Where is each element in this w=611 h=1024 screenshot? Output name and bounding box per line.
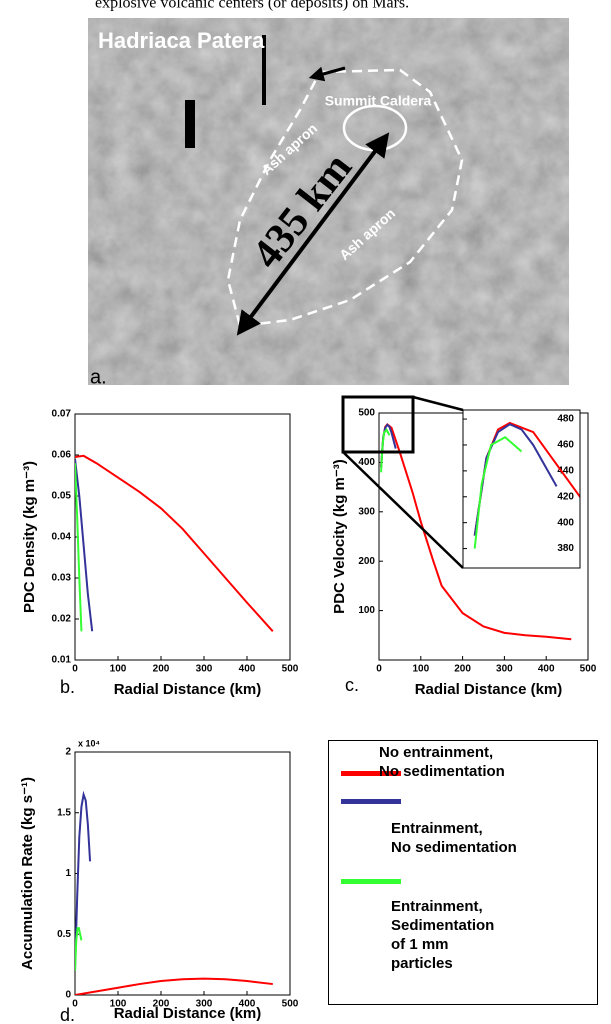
x-tick-label: 400 — [239, 999, 256, 1010]
y-tick-label: 0.06 — [52, 450, 72, 461]
x-tick-label: 0 — [376, 664, 382, 675]
y-tick-label: 400 — [557, 517, 574, 528]
y-tick-label: 200 — [358, 556, 375, 567]
y-tick-label: 460 — [557, 440, 574, 451]
y-tick-label: 0.03 — [52, 573, 72, 584]
y-tick-label: 400 — [358, 457, 375, 468]
y-tick-label: 0.5 — [57, 929, 71, 940]
legend-label: Entrainment, Sedimentation of 1 mm parti… — [391, 898, 495, 972]
x-tick-label: 300 — [196, 999, 213, 1010]
chart: 0.01 0.02 0.03 0.04 0.05 0.06 0.07 0 100 200 300 40… — [21, 409, 299, 698]
zoom-connector — [412, 395, 464, 412]
caption: explosive volcanic centers (or deposits)… — [95, 0, 409, 12]
y-axis-label: Accumulation Rate (kg s⁻¹) — [19, 777, 36, 970]
x-tick-label: 300 — [196, 664, 213, 675]
x-axis-label: Radial Distance (km) — [114, 681, 262, 698]
y-tick-label: 0 — [65, 990, 71, 1001]
legend: No entrainment, No sedimentation Entrainm… — [328, 740, 598, 1005]
y-axis-label: PDC Velocity (kg m⁻³) — [331, 459, 348, 614]
x-tick-label: 100 — [110, 664, 127, 675]
x-tick-label: 200 — [454, 664, 471, 675]
series-line — [75, 458, 94, 632]
legend-swatch — [341, 879, 401, 884]
legend-swatch — [341, 771, 401, 776]
zoom-box — [341, 395, 415, 454]
x-tick-label: 200 — [153, 999, 170, 1010]
y-axis-label: PDC Density (kg m⁻³) — [21, 461, 38, 613]
panel-label: b. — [60, 677, 75, 697]
axes-frame — [74, 751, 291, 996]
y-tick-label: 100 — [358, 605, 375, 616]
y-tick-label: 420 — [557, 491, 574, 502]
series-line — [75, 790, 92, 971]
x-tick-label: 400 — [239, 664, 256, 675]
data-gap — [185, 100, 195, 148]
legend-label: Entrainment, No sedimentation — [391, 820, 517, 856]
y-tick-label: 300 — [358, 506, 375, 517]
y-tick-label: 0.04 — [52, 532, 72, 543]
y-tick-label: 2 — [65, 747, 71, 758]
y-tick-label: 440 — [557, 466, 574, 477]
y-tick-label: 0.07 — [52, 409, 72, 420]
legend-swatch — [341, 799, 401, 804]
series-line — [473, 421, 580, 536]
chart: 100 200 300 400 500 0 100 200 300 400 500 PDC Veloc… — [331, 395, 597, 698]
panel-label: c. — [345, 675, 359, 695]
summit-label: Summit Caldera — [325, 93, 432, 109]
series-line — [75, 927, 83, 971]
series-line — [75, 454, 274, 632]
image-title: Hadriaca Patera — [98, 28, 265, 53]
series-line — [380, 428, 391, 473]
x-tick-label: 100 — [110, 999, 127, 1010]
series-line — [473, 435, 523, 549]
zoom-connector — [342, 451, 464, 569]
y-tick-label: 380 — [557, 543, 574, 554]
series-line — [75, 463, 83, 632]
y-tick-label: 500 — [358, 408, 375, 419]
y-tick-label: 0.05 — [52, 491, 72, 502]
legend-label: No entrainment, No sedimentation — [379, 744, 505, 780]
y-tick-label: 1 — [65, 868, 71, 879]
panel-label: d. — [60, 1005, 75, 1024]
x-tick-label: 0 — [72, 664, 78, 675]
x-axis-label: Radial Distance (km) — [114, 1005, 262, 1022]
y-tick-label: 480 — [557, 414, 574, 425]
y-tick-label: 0.01 — [52, 655, 72, 666]
x-tick-label: 500 — [282, 999, 299, 1010]
x-tick-label: 100 — [412, 664, 429, 675]
x-tick-label: 500 — [580, 664, 597, 675]
pointer-arrow — [308, 66, 346, 82]
x-tick-label: 400 — [538, 664, 555, 675]
y-tick-label: 1.5 — [57, 807, 71, 818]
series-line — [75, 977, 273, 995]
x-tick-label: 500 — [282, 664, 299, 675]
chart: 0 0.5 1 1.5 2 0 100 200 300 400 500 Accumulation Ra… — [19, 738, 299, 1024]
x-tick-label: 0 — [72, 999, 78, 1010]
data-gap — [262, 35, 266, 105]
axes-frame — [74, 413, 291, 661]
axis-multiplier: x 10⁴ — [78, 738, 100, 748]
charts: 0.010.020.030.040.050.060.070 100 200 300 40… — [19, 395, 597, 1024]
x-tick-label: 200 — [153, 664, 170, 675]
panel-label: a. — [90, 366, 107, 388]
y-tick-label: 0.02 — [52, 614, 72, 625]
distance-arrow — [236, 132, 390, 336]
inset-frame — [462, 409, 581, 569]
series-line — [473, 423, 558, 536]
x-tick-label: 300 — [496, 664, 513, 675]
x-axis-label: Radial Distance (km) — [415, 681, 563, 698]
